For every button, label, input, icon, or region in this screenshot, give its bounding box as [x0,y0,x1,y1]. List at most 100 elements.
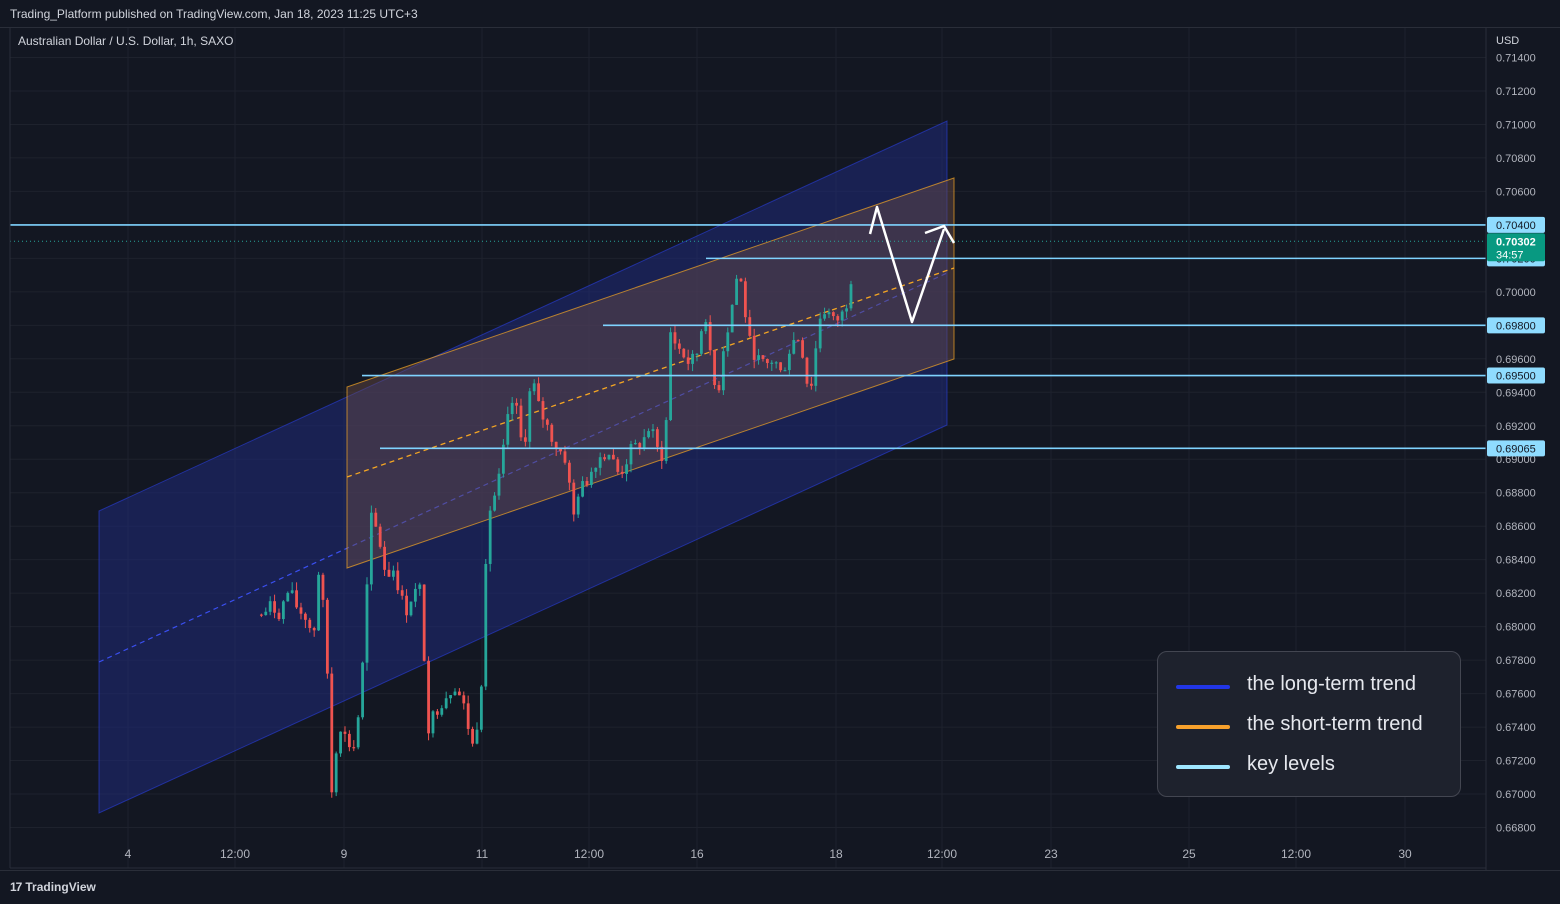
candle-body [317,574,320,631]
y-tick-label: 0.70800 [1496,153,1536,165]
candle-body [339,731,342,754]
legend-label-short-term: the short-term trend [1247,713,1423,735]
x-tick-label: 12:00 [927,847,957,861]
legend-label-key-levels: key levels [1247,753,1335,775]
y-tick-label: 0.67000 [1496,789,1536,801]
candle-body [805,357,809,384]
tradingview-logo[interactable]: 17 TradingView [10,880,96,894]
y-tick-label: 0.70000 [1496,287,1536,299]
candle-body [365,584,369,663]
y-tick-label: 0.71200 [1496,86,1536,98]
candle-body [629,444,633,465]
candle-body [625,464,628,474]
candle-body [281,601,285,620]
candle-body [369,512,373,585]
x-tick-label: 23 [1044,847,1058,861]
candle-body [479,686,483,730]
tradingview-brand-text: TradingView [25,880,96,894]
candle-body [787,353,791,371]
candle-body [801,340,804,358]
candle-body [673,332,677,344]
candle-body [792,340,796,354]
candle-body [506,414,510,445]
candle-body [651,429,655,432]
level-badge-bg [1487,317,1545,334]
candle-body [554,441,558,448]
candle-body [325,599,329,674]
candle-body [774,362,778,364]
candle-body [616,459,620,472]
candle-body [259,614,263,616]
candle-body [836,316,840,321]
candle-body [440,708,444,715]
candle-body [413,588,417,602]
candle-body [730,304,734,333]
y-tick-label: 0.69000 [1496,454,1536,466]
candle-body [374,512,378,527]
y-tick-label: 0.71000 [1496,119,1536,131]
candle-body [739,278,743,282]
x-axis-ticks: 4 12:00 9 11 12:00 16 18 12:00 23 25 12:00 30 [125,847,1412,861]
level-badge-bg [1487,440,1545,457]
candle-body [466,703,470,729]
y-tick-label: 0.68800 [1496,488,1536,500]
candle-body [422,584,426,661]
candle-body [400,590,404,596]
candle-body [572,482,576,515]
candle-body [352,747,356,749]
candle-body [620,471,624,474]
level-badge-bg [1487,216,1545,233]
candle-body [831,312,835,317]
short-term-midline [346,267,955,478]
y-tick-label: 0.68600 [1496,521,1536,533]
candle-body [277,612,281,620]
candle-body [849,284,853,309]
candle-body [664,420,668,461]
candle-body [312,627,316,631]
x-tick-label: 12:00 [574,847,604,861]
tradingview-logo-icon: 17 [10,880,22,894]
candle-body [453,691,457,696]
candle-body [752,335,756,360]
candle-body [779,362,782,371]
level-badge-label: 0.69065 [1496,443,1536,455]
legend-swatch-short-term [1176,725,1230,729]
candle-body [598,457,602,468]
level-badge: 0.70400 [1487,216,1545,233]
publication-header: Trading_Platform published on TradingVie… [0,0,1560,28]
candle-body [567,462,571,483]
candle-body [757,355,760,360]
y-tick-label: 0.68200 [1496,588,1536,600]
candle-body [471,728,474,744]
candle-body [286,592,290,602]
candle-body [303,613,307,620]
symbol-title[interactable]: Australian Dollar / U.S. Dollar, 1h, SAX… [18,34,233,48]
current-price-value: 0.70302 [1496,236,1536,248]
x-tick-label: 25 [1182,847,1196,861]
level-badge-label: 0.69500 [1496,371,1536,383]
candle-body [713,350,716,386]
candle-body [647,431,650,438]
bar-countdown: 34:57 [1496,249,1524,261]
candle-body [576,496,580,515]
level-badge-label: 0.69800 [1496,320,1536,332]
candle-body [607,454,611,460]
candle-body [818,318,822,349]
candle-body [581,481,584,497]
y-tick-label: 0.66800 [1496,823,1536,835]
candle-body [603,457,606,460]
candle-body [721,351,725,391]
level-badge: 0.69065 [1487,440,1545,457]
candle-body [655,429,659,447]
candle-body [704,322,708,332]
y-tick-label: 0.69600 [1496,354,1536,366]
candle-body [585,481,589,486]
candle-body [611,454,615,460]
x-tick-label: 12:00 [220,847,250,861]
candle-body [295,590,298,608]
candle-body [677,343,681,349]
y-tick-label: 0.67400 [1496,722,1536,734]
x-tick-label: 30 [1398,847,1412,861]
legend-swatch-key-levels [1176,765,1230,769]
